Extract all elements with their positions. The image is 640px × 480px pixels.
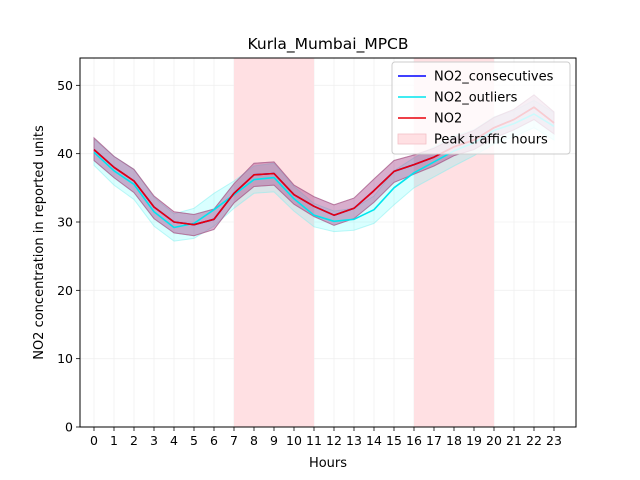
x-tick-label: 2 (130, 433, 138, 448)
x-tick-label: 4 (170, 433, 178, 448)
legend-box (391, 61, 571, 155)
plot-frame (79, 57, 577, 428)
x-tick-label: 7 (230, 433, 238, 448)
y-tick-label: 30 (57, 215, 73, 230)
y-tick-label: 40 (57, 146, 73, 161)
x-tick-label: 3 (150, 433, 158, 448)
x-tick-label: 9 (270, 433, 278, 448)
x-tick-label: 11 (306, 433, 322, 448)
y-tick-label: 10 (57, 351, 73, 366)
x-tick-label: 13 (346, 433, 362, 448)
x-tick-label: 1 (110, 433, 118, 448)
x-tick-label: 14 (366, 433, 382, 448)
x-tick-label: 16 (406, 433, 422, 448)
x-tick-label: 6 (210, 433, 218, 448)
legend-label: NO2_consecutives (434, 70, 554, 85)
legend-label: Peak traffic hours (434, 133, 548, 148)
x-ticks: 0 1 2 3 4 5 6 7 8 9 10 11 12 13 14 15 16 17 18 19 20 21 22 23 (90, 427, 562, 448)
legend-label: NO2_outliers (434, 91, 518, 106)
y-tick-label: 20 (57, 283, 73, 298)
x-tick-label: 20 (486, 433, 502, 448)
legend-label: NO2 (434, 112, 462, 127)
x-tick-label: 21 (506, 433, 522, 448)
chart-title: Kurla_Mumbai_MPCB (247, 35, 408, 54)
x-tick-label: 15 (386, 433, 402, 448)
x-tick-label: 18 (446, 433, 462, 448)
x-tick-label: 10 (286, 433, 302, 448)
x-tick-label: 12 (326, 433, 342, 448)
x-tick-label: 17 (426, 433, 442, 448)
peak-traffic-region (234, 58, 314, 427)
x-tick-label: 19 (466, 433, 482, 448)
x-tick-label: 0 (90, 433, 98, 448)
x-tick-label: 8 (250, 433, 258, 448)
legend-swatch (397, 133, 427, 145)
legend: NO2_consecutives NO2_outliers NO2 Peak traf… (391, 61, 571, 155)
y-tick-label: 50 (57, 78, 73, 93)
y-ticks: 0 10 20 30 40 50 (57, 78, 80, 435)
x-tick-label: 23 (546, 433, 562, 448)
x-tick-label: 22 (526, 433, 542, 448)
y-tick-label: 0 (65, 420, 73, 435)
x-axis-label: Hours (309, 456, 347, 471)
y-axis-label: NO2 concentration in reported units (32, 125, 47, 360)
x-tick-label: 5 (190, 433, 198, 448)
